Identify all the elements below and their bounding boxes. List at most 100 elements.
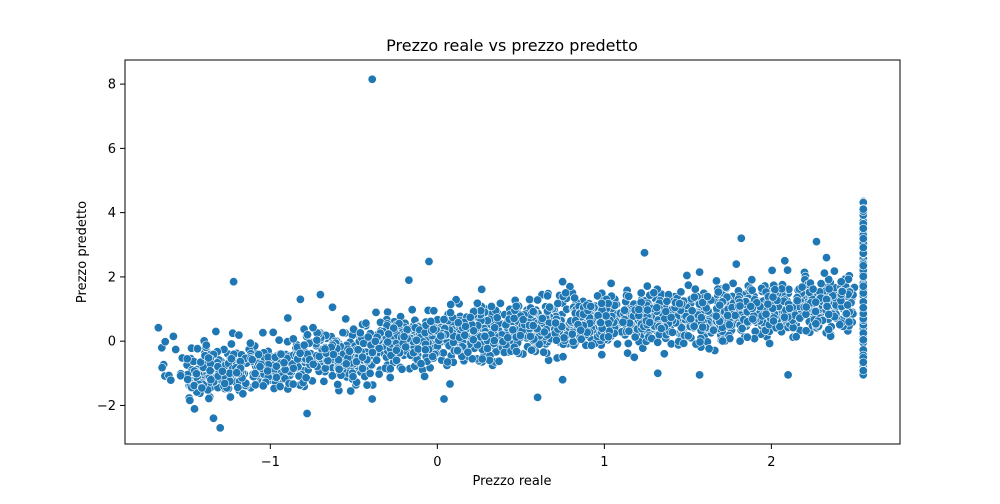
- plot-area-frame: [124, 59, 901, 445]
- data-point: [683, 331, 693, 341]
- x-axis-ticks: −1 0 1 2: [261, 444, 776, 470]
- data-point: [341, 359, 351, 369]
- data-point: [747, 275, 757, 285]
- data-point: [438, 348, 448, 358]
- data-point: [708, 325, 718, 335]
- data-point: [412, 335, 422, 345]
- data-point: [263, 366, 273, 376]
- data-point: [234, 330, 244, 340]
- data-point: [775, 322, 785, 332]
- data-point: [439, 314, 449, 324]
- data-point: [495, 298, 505, 308]
- data-point: [676, 323, 686, 333]
- data-point: [606, 278, 616, 288]
- data-point: [185, 395, 195, 405]
- data-point: [341, 314, 351, 324]
- data-point: [567, 329, 577, 339]
- data-point: [357, 364, 367, 374]
- data-point: [407, 305, 417, 315]
- data-point: [367, 74, 377, 84]
- data-point: [623, 338, 633, 348]
- data-point: [656, 324, 666, 334]
- data-point: [674, 299, 684, 309]
- data-point: [686, 314, 696, 324]
- x-tick-label: 1: [600, 455, 608, 470]
- data-point: [679, 338, 689, 348]
- data-point: [724, 320, 734, 330]
- data-point: [690, 284, 700, 294]
- data-point: [302, 330, 312, 340]
- data-point: [477, 354, 487, 364]
- data-point: [797, 282, 807, 292]
- data-point: [385, 364, 395, 374]
- data-point: [463, 347, 473, 357]
- data-point: [539, 347, 549, 357]
- data-point: [171, 344, 181, 354]
- data-point: [652, 303, 662, 313]
- data-point: [736, 233, 746, 243]
- data-point: [445, 379, 455, 389]
- data-point: [698, 322, 708, 332]
- data-point: [792, 296, 802, 306]
- data-point: [770, 285, 780, 295]
- data-point: [527, 345, 537, 355]
- data-point: [763, 299, 773, 309]
- data-point: [443, 357, 453, 367]
- data-point: [312, 335, 322, 345]
- data-point: [837, 286, 847, 296]
- data-point: [858, 366, 868, 376]
- data-point: [568, 337, 578, 347]
- data-point: [593, 291, 603, 301]
- data-point: [420, 345, 430, 355]
- data-point: [649, 288, 659, 298]
- data-point: [723, 310, 733, 320]
- data-point: [247, 355, 257, 365]
- data-point: [586, 340, 596, 350]
- data-point: [361, 318, 371, 328]
- data-point: [338, 328, 348, 338]
- data-point: [279, 358, 289, 368]
- data-point: [204, 353, 214, 363]
- data-point: [623, 348, 633, 358]
- data-point: [553, 298, 563, 308]
- data-point: [576, 325, 586, 335]
- scatter-points: [153, 74, 868, 433]
- data-point: [811, 237, 821, 247]
- data-point: [453, 318, 463, 328]
- data-point: [747, 285, 757, 295]
- data-point: [676, 287, 686, 297]
- data-point: [490, 323, 500, 333]
- data-point: [482, 343, 492, 353]
- data-point: [765, 338, 775, 348]
- data-point: [301, 373, 311, 383]
- data-point: [371, 307, 381, 317]
- data-point: [250, 369, 260, 379]
- data-point: [196, 357, 206, 367]
- data-point: [597, 298, 607, 308]
- data-point: [533, 392, 543, 402]
- data-point: [788, 323, 798, 333]
- data-point: [819, 268, 829, 278]
- data-point: [767, 265, 777, 275]
- data-point: [328, 349, 338, 359]
- data-point: [783, 265, 793, 275]
- data-point: [183, 374, 193, 384]
- data-point: [374, 369, 384, 379]
- y-tick-label: 0: [108, 335, 116, 350]
- data-point: [533, 295, 543, 305]
- data-point: [735, 336, 745, 346]
- chart-title: Prezzo reale vs prezzo predetto: [386, 36, 638, 55]
- data-point: [220, 378, 230, 388]
- data-point: [372, 355, 382, 365]
- x-tick-label: 0: [433, 455, 441, 470]
- data-point: [404, 275, 414, 285]
- data-point: [295, 348, 305, 358]
- data-point: [477, 284, 487, 294]
- data-point: [416, 359, 426, 369]
- data-point: [233, 382, 243, 392]
- data-point: [558, 352, 568, 362]
- data-point: [295, 294, 305, 304]
- data-point: [639, 248, 649, 258]
- data-point: [858, 204, 868, 214]
